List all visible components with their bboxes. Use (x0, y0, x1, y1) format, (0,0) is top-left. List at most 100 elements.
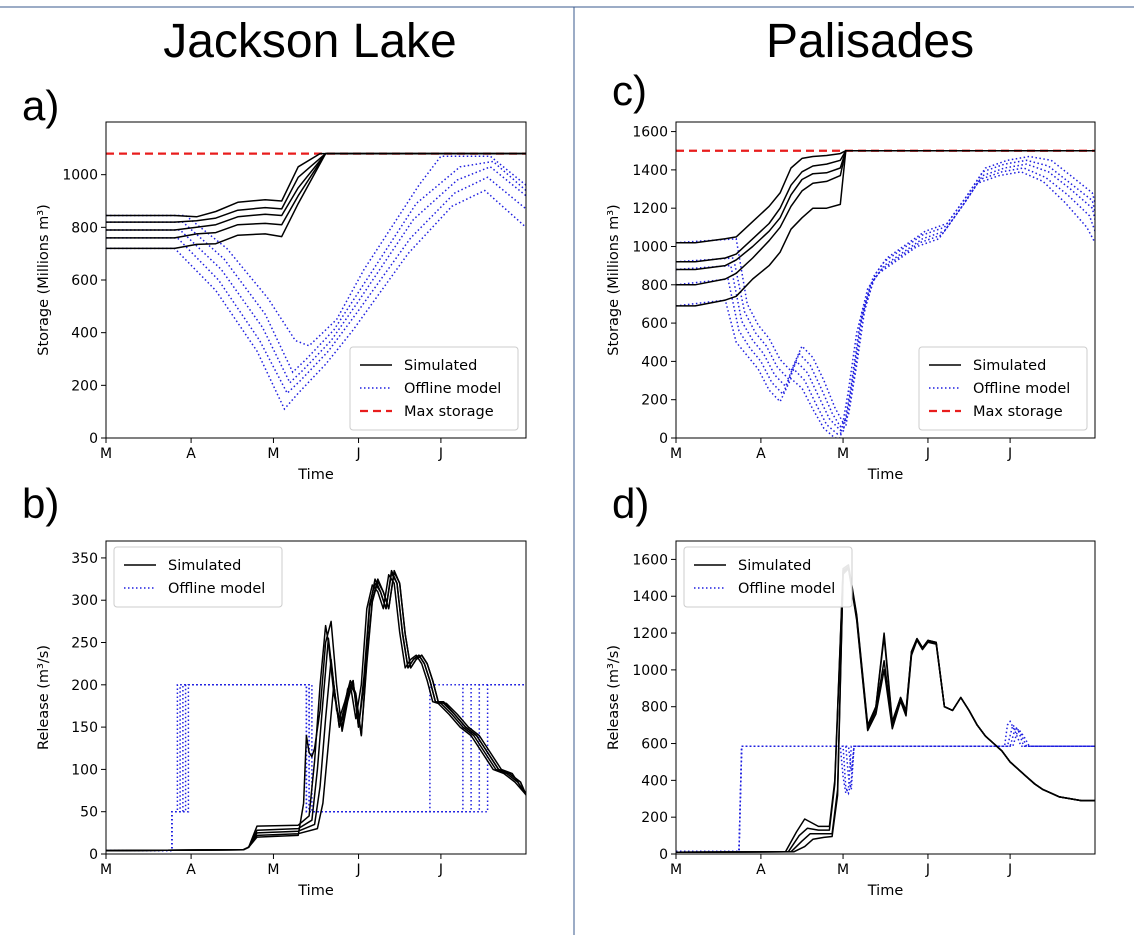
offline-series-2 (676, 723, 1095, 852)
plot-area (676, 149, 1095, 438)
y-tick-label: 150 (71, 720, 98, 736)
x-tick-label: J (438, 446, 443, 462)
y-tick-label: 600 (641, 737, 668, 753)
y-tick-label: 400 (641, 773, 668, 789)
x-axis-label: Time (867, 467, 904, 483)
y-tick-label: 200 (71, 678, 98, 694)
legend-simulated-label: Simulated (168, 558, 241, 574)
simulated-series-2 (106, 571, 526, 852)
simulated-series-3 (106, 152, 526, 231)
x-tick-label: M (670, 862, 682, 878)
offline-series-4 (106, 684, 526, 852)
x-tick-label: J (1007, 862, 1012, 878)
legend-offline-label: Offline model (973, 381, 1070, 397)
simulated-series-4 (106, 574, 526, 852)
y-tick-label: 200 (641, 810, 668, 826)
y-tick-label: 1000 (632, 663, 668, 679)
simulated-series-2 (676, 566, 1095, 853)
legend-offline-label: Offline model (404, 381, 501, 397)
chart-a-jackson-storage: 0 200 400 600 800 1000 M A M J J Time Storage (Milli… (36, 121, 527, 483)
offline-series-2 (106, 684, 526, 852)
chart-c-palisades-storage: 0 200 400 600 800 1000 1200 1400 1600 M A M J J Time St… (606, 121, 1096, 483)
y-tick-label: 400 (641, 354, 668, 370)
offline-series-1 (676, 719, 1095, 852)
offline-series-5 (106, 155, 526, 347)
y-tick-label: 50 (80, 805, 98, 821)
legend-simulated-label: Simulated (404, 358, 477, 374)
plot-area (106, 569, 526, 852)
y-axis-label: Storage (Millions m³) (36, 204, 52, 355)
y-tick-label: 800 (641, 700, 668, 716)
y-tick-label: 600 (71, 273, 98, 289)
simulated-series-3 (676, 149, 1095, 271)
offline-series-2 (106, 176, 526, 395)
plot-area (106, 152, 526, 411)
x-tick-label: M (100, 446, 112, 462)
y-tick-label: 1200 (632, 626, 668, 642)
chart-b-jackson-release: 0 50 100 150 200 250 300 350 M A M J J Time Release (m… (36, 540, 527, 899)
x-axis-label: Time (867, 883, 904, 899)
y-tick-label: 0 (659, 431, 668, 447)
legend-box (918, 346, 1088, 431)
y-tick-label: 1600 (632, 125, 668, 141)
offline-series-1 (676, 171, 1095, 438)
offline-series-3 (676, 725, 1095, 852)
y-axis-label: Storage (Millions m³) (606, 204, 622, 355)
y-tick-label: 250 (71, 636, 98, 652)
x-tick-label: M (267, 446, 279, 462)
y-tick-label: 200 (641, 393, 668, 409)
x-tick-label: J (925, 862, 930, 878)
x-tick-label: J (355, 446, 360, 462)
offline-series-5 (106, 684, 526, 852)
column-title-right: Palisades (766, 15, 974, 68)
x-tick-label: A (756, 446, 766, 462)
simulated-series-3 (676, 566, 1095, 853)
offline-series-4 (676, 727, 1095, 852)
x-tick-label: M (837, 446, 849, 462)
simulated-series-5 (106, 152, 526, 218)
x-tick-label: M (100, 862, 112, 878)
legend-simulated-label: Simulated (738, 558, 811, 574)
panel-label-d: d) (612, 480, 649, 527)
legend: Simulated Offline model (113, 546, 283, 608)
x-tick-label: M (837, 862, 849, 878)
legend-max-storage-label: Max storage (973, 404, 1063, 420)
x-tick-label: J (355, 862, 360, 878)
y-tick-label: 300 (71, 593, 98, 609)
x-tick-label: A (186, 446, 196, 462)
legend: Simulated Offline model Max storage (918, 346, 1088, 431)
legend: Simulated Offline model Max storage (349, 346, 519, 431)
axes-frame (675, 121, 1096, 439)
chart-d-palisades-release: 0 200 400 600 800 1000 1200 1400 1600 M A M J J Time Re… (606, 540, 1096, 899)
plot-area (676, 564, 1095, 853)
panel-label-c: c) (612, 67, 647, 114)
simulated-series-2 (676, 149, 1095, 286)
legend-max-storage-label: Max storage (404, 404, 494, 420)
y-axis-label: Release (m³/s) (606, 645, 622, 750)
y-tick-label: 800 (641, 278, 668, 294)
x-tick-label: J (438, 862, 443, 878)
panel-label-b: b) (22, 480, 59, 527)
simulated-series-5 (106, 569, 526, 852)
x-tick-label: M (267, 862, 279, 878)
offline-series-4 (106, 160, 526, 374)
simulated-series-4 (676, 149, 1095, 263)
simulated-series-4 (106, 152, 526, 223)
legend-offline-label: Offline model (168, 581, 265, 597)
simulated-series-4 (676, 567, 1095, 853)
offline-series-4 (676, 159, 1095, 428)
x-tick-label: M (670, 446, 682, 462)
legend-box (683, 546, 853, 608)
simulated-series-1 (676, 564, 1095, 853)
y-tick-label: 1400 (632, 589, 668, 605)
offline-series-2 (676, 167, 1095, 436)
column-title-left: Jackson Lake (163, 15, 457, 68)
x-tick-label: A (186, 862, 196, 878)
legend-simulated-label: Simulated (973, 358, 1046, 374)
y-tick-label: 1200 (632, 201, 668, 217)
y-tick-label: 1000 (632, 239, 668, 255)
simulated-series-1 (676, 149, 1095, 307)
y-tick-label: 400 (71, 326, 98, 342)
y-tick-label: 0 (89, 431, 98, 447)
